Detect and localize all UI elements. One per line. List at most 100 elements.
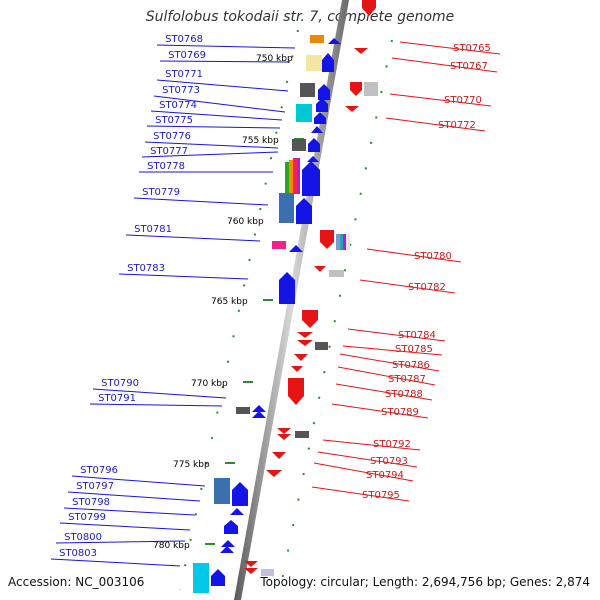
gene-label-st0800[interactable]: ST0800 bbox=[55, 532, 186, 544]
gene-box-st0796[interactable] bbox=[214, 478, 230, 504]
gene-label-st0791[interactable]: ST0791 bbox=[89, 393, 223, 407]
gene-arrow-st0779[interactable] bbox=[296, 198, 312, 224]
gene-label-st0792[interactable]: ST0792 bbox=[322, 439, 421, 451]
gene-box-st0778-d[interactable] bbox=[297, 158, 300, 194]
gene-box-st0778-a[interactable] bbox=[285, 162, 289, 194]
gene-box-st0769[interactable] bbox=[306, 55, 322, 71]
gene-arrow-st0801[interactable] bbox=[220, 546, 234, 553]
gene-label-st0780[interactable]: ST0780 bbox=[366, 248, 462, 263]
gene-label-st0790[interactable]: ST0790 bbox=[92, 378, 227, 399]
gene-label-st0795[interactable]: ST0795 bbox=[311, 486, 410, 502]
gene-box-st0780-b[interactable] bbox=[340, 234, 343, 250]
gene-arrow-st0767[interactable] bbox=[354, 48, 368, 54]
gene-arrow-st0786[interactable] bbox=[297, 340, 313, 346]
gene-label-text: ST0778 bbox=[147, 161, 185, 172]
gene-box-st0780-d[interactable] bbox=[346, 234, 350, 250]
gene-label-st0769[interactable]: ST0769 bbox=[159, 50, 291, 63]
gene-arrow-st0793[interactable] bbox=[277, 434, 291, 440]
gene-arrow-st0797[interactable] bbox=[232, 482, 248, 506]
gene-label-st0793[interactable]: ST0793 bbox=[317, 451, 418, 468]
gene-label-st0786[interactable]: ST0786 bbox=[339, 353, 440, 372]
gene-label-st0788[interactable]: ST0788 bbox=[335, 383, 433, 401]
gene-box-st0768[interactable] bbox=[310, 35, 324, 43]
tick-label: 770 kbp bbox=[191, 379, 228, 389]
gene-label-st0794[interactable]: ST0794 bbox=[313, 462, 414, 482]
gene-label-st0781[interactable]: ST0781 bbox=[125, 224, 261, 242]
gene-arrow-st0805[interactable] bbox=[244, 568, 258, 574]
gene-box-st0781[interactable] bbox=[272, 241, 286, 249]
gene-arrow-st0803[interactable] bbox=[211, 569, 225, 586]
gene-label-st0776[interactable]: ST0776 bbox=[144, 131, 279, 149]
gene-label-st0768[interactable]: ST0768 bbox=[156, 34, 296, 49]
gene-arrow-st0782[interactable] bbox=[314, 266, 326, 272]
gene-label-st0770[interactable]: ST0770 bbox=[389, 93, 492, 107]
gene-arrow-st0785[interactable] bbox=[297, 332, 313, 338]
gene-arrow-st0768[interactable] bbox=[328, 38, 341, 44]
gene-box-st0793[interactable] bbox=[295, 431, 309, 438]
gene-label-st0798[interactable]: ST0798 bbox=[63, 497, 196, 516]
gene-box-st0779[interactable] bbox=[279, 193, 294, 223]
gene-arrow-st0783[interactable] bbox=[279, 272, 295, 304]
gene-arrow-st0769[interactable] bbox=[322, 53, 334, 72]
gene-box-st0803[interactable] bbox=[193, 563, 209, 593]
gene-label-st0783[interactable]: ST0783 bbox=[118, 263, 249, 280]
gene-arrow-st0771[interactable] bbox=[318, 84, 330, 100]
gene-arrow-st0795[interactable] bbox=[266, 470, 282, 477]
gene-arrow-st0784[interactable] bbox=[302, 310, 318, 328]
gene-label-st0799[interactable]: ST0799 bbox=[59, 512, 191, 531]
gene-arrow-st0775[interactable] bbox=[311, 126, 323, 133]
gene-label-st0784[interactable]: ST0784 bbox=[347, 328, 446, 342]
gene-arrow-st0778[interactable] bbox=[302, 161, 320, 196]
gene-arrow-st0798[interactable] bbox=[230, 508, 244, 515]
gene-arrow-st0799[interactable] bbox=[224, 520, 238, 534]
gene-label-st0767[interactable]: ST0767 bbox=[391, 57, 498, 73]
gene-label-st0772[interactable]: ST0772 bbox=[385, 117, 486, 132]
gene-arrow-st0777[interactable] bbox=[307, 156, 319, 162]
gene-label-st0779[interactable]: ST0779 bbox=[133, 187, 269, 206]
gene-label-st0782[interactable]: ST0782 bbox=[359, 279, 456, 294]
gene-arrow-st0776[interactable] bbox=[308, 138, 320, 152]
gene-arrow-st0770[interactable] bbox=[350, 82, 362, 96]
gene-label-st0803[interactable]: ST0803 bbox=[50, 548, 181, 567]
gene-box-st0782[interactable] bbox=[329, 270, 344, 277]
gene-label-st0796[interactable]: ST0796 bbox=[71, 465, 206, 487]
gene-arrow-st0791[interactable] bbox=[252, 411, 266, 418]
gene-arrow-st0780[interactable] bbox=[320, 230, 334, 249]
gene-arrow-st0800[interactable] bbox=[221, 540, 235, 547]
gene-arrow-st0792[interactable] bbox=[277, 428, 291, 434]
gene-arrow-st0781[interactable] bbox=[289, 245, 303, 252]
gene-box-st0780-a[interactable] bbox=[336, 234, 340, 250]
gene-label-st0785[interactable]: ST0785 bbox=[342, 344, 443, 356]
gene-label-st0778[interactable]: ST0778 bbox=[139, 161, 273, 173]
gene-label-text: ST0787 bbox=[388, 374, 426, 385]
gene-box-st0774[interactable] bbox=[296, 104, 312, 122]
gene-arrow-st0765[interactable] bbox=[362, 0, 376, 16]
gene-arrow-st0804[interactable] bbox=[244, 561, 258, 567]
gene-arrow-st0787[interactable] bbox=[294, 354, 308, 361]
gene-label-st0773[interactable]: ST0773 bbox=[153, 85, 286, 113]
gene-box-st0790[interactable] bbox=[236, 407, 250, 414]
gene-box-st0778-b[interactable] bbox=[289, 160, 293, 194]
gene-label-st0789[interactable]: ST0789 bbox=[331, 403, 429, 419]
gene-box-st0770[interactable] bbox=[364, 82, 378, 96]
gene-box-st0780-c[interactable] bbox=[343, 234, 346, 250]
gene-label-st0787[interactable]: ST0787 bbox=[337, 366, 436, 386]
gene-arrow-st0790[interactable] bbox=[252, 405, 266, 412]
gene-arrow-st0794[interactable] bbox=[272, 452, 286, 459]
gene-arrow-st0772[interactable] bbox=[345, 106, 359, 112]
gene-box-st0771[interactable] bbox=[300, 83, 315, 97]
gene-arrow-st0789[interactable] bbox=[291, 366, 303, 372]
gene-box-st0776[interactable] bbox=[292, 139, 306, 151]
gene-label-st0797[interactable]: ST0797 bbox=[67, 481, 201, 502]
gene-label-st0771[interactable]: ST0771 bbox=[156, 69, 289, 92]
gene-label-st0775[interactable]: ST0775 bbox=[146, 115, 281, 129]
gene-arrow-st0774[interactable] bbox=[314, 112, 326, 124]
gene-label-st0777[interactable]: ST0777 bbox=[141, 146, 279, 158]
gene-label-st0765[interactable]: ST0765 bbox=[399, 41, 501, 55]
gene-box-st0786[interactable] bbox=[315, 342, 328, 350]
gene-arrow-st0788[interactable] bbox=[288, 378, 304, 405]
gene-box-st0778-c[interactable] bbox=[293, 158, 297, 194]
gene-box-st0805[interactable] bbox=[261, 569, 274, 576]
gene-label-st0774[interactable]: ST0774 bbox=[150, 100, 283, 121]
gene-arrow-st0773[interactable] bbox=[316, 98, 328, 112]
